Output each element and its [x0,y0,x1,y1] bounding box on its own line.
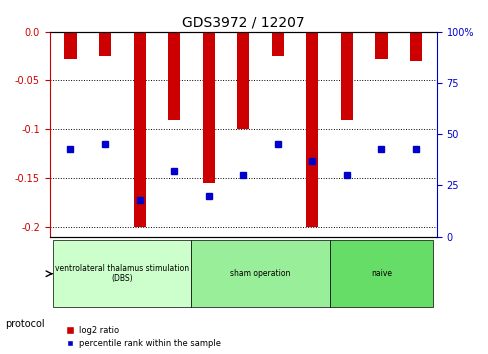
Bar [99,32,111,56]
Bar [340,32,352,120]
Bar [237,32,249,129]
Bar [133,32,145,227]
FancyBboxPatch shape [329,240,432,307]
Text: naive: naive [370,269,391,278]
Text: sham operation: sham operation [230,269,290,278]
Text: ventrolateral thalamus stimulation
(DBS): ventrolateral thalamus stimulation (DBS) [55,264,189,284]
FancyBboxPatch shape [191,240,329,307]
Legend: log2 ratio, percentile rank within the sample: log2 ratio, percentile rank within the s… [63,324,222,350]
Bar [409,32,421,61]
Bar [64,32,76,59]
Bar [375,32,386,59]
Bar [168,32,180,120]
Text: protocol: protocol [5,319,44,329]
Title: GDS3972 / 12207: GDS3972 / 12207 [182,15,304,29]
FancyBboxPatch shape [53,240,191,307]
Bar [305,32,318,227]
Bar [271,32,283,56]
Bar [202,32,214,183]
